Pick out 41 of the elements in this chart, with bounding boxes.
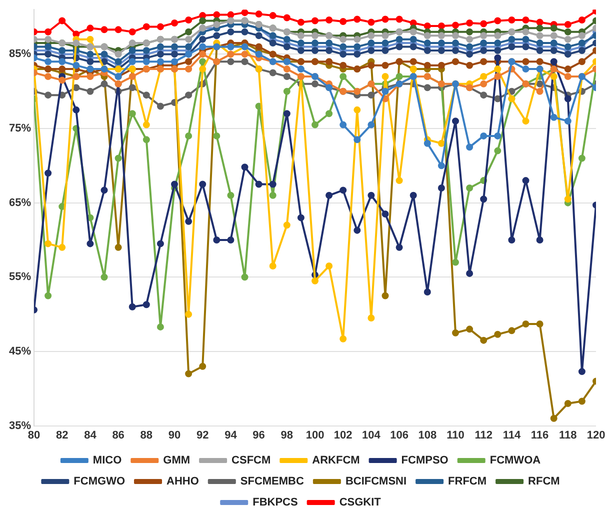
x-tick-label: 86	[112, 429, 124, 442]
x-tick-label: 96	[252, 429, 265, 442]
y-tick-label: 35%	[8, 420, 32, 432]
legend-label: SFCMEMBC	[240, 476, 304, 488]
legend-label: FCMPSO	[401, 454, 449, 467]
y-tick-label: 45%	[8, 346, 32, 358]
x-tick-label: 88	[140, 429, 153, 442]
x-tick-label: 106	[390, 429, 408, 442]
x-tick-label: 110	[446, 429, 464, 442]
x-tick-label: 80	[28, 429, 40, 442]
legend-label: ARKFCM	[312, 454, 360, 467]
x-tick-label: 108	[418, 429, 437, 442]
x-tick-label: 112	[474, 429, 492, 442]
x-tick-label: 82	[56, 429, 68, 442]
legend-label: FCMWOA	[490, 454, 541, 467]
legend-label: FRFCM	[448, 476, 487, 488]
legend-label: FBKPCS	[252, 496, 298, 509]
x-tick-label: 100	[306, 429, 324, 442]
legend-label: BCIFCMSNI	[345, 476, 407, 488]
x-tick-label: 94	[224, 429, 238, 442]
y-tick-label: 65%	[8, 196, 32, 209]
x-tick-label: 98	[280, 429, 294, 442]
x-tick-label: 118	[559, 429, 577, 442]
legend-label: RFCM	[528, 476, 560, 488]
legend-label: AHHO	[166, 476, 200, 488]
y-tick-label: 85%	[8, 48, 32, 60]
legend-label: GMM	[163, 454, 190, 467]
x-tick-label: 92	[196, 429, 209, 442]
x-tick-label: 102	[334, 429, 352, 442]
legend-label: CSGKIT	[339, 496, 382, 509]
x-tick-label: 84	[84, 429, 98, 442]
y-tick-label: 55%	[8, 271, 32, 284]
x-tick-label: 120	[586, 429, 606, 442]
legend-label: CSFCM	[232, 454, 271, 467]
legend-label: MICO	[92, 454, 122, 467]
x-tick-label: 116	[530, 429, 549, 442]
x-tick-label: 114	[502, 429, 522, 442]
x-tick-label: 90	[168, 429, 181, 442]
legend-label: FCMGWO	[74, 476, 126, 488]
x-tick-label: 104	[362, 429, 382, 442]
y-tick-label: 75%	[8, 122, 32, 135]
